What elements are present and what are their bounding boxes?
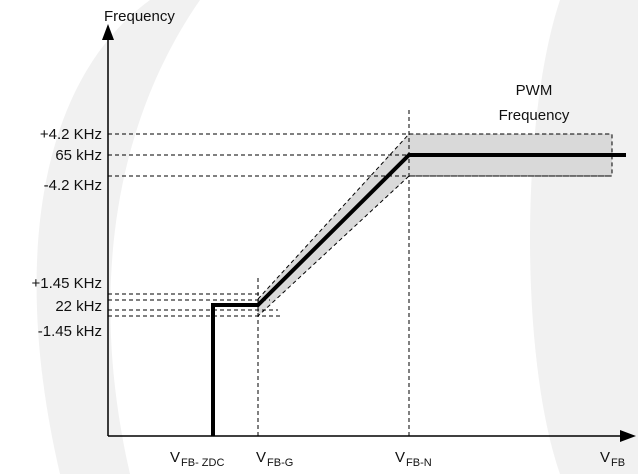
- ytick-minus-4-2: -4.2 KHz: [44, 177, 102, 194]
- vertical-guides: [257, 110, 410, 436]
- ytick-plus-4-2: +4.2 KHz: [40, 126, 102, 143]
- y-axis-arrow-icon: [102, 24, 114, 40]
- xtick-vfb-n: VFB-N: [395, 449, 432, 469]
- y-axis-title: Frequency: [104, 8, 175, 25]
- xtick-vfb-zdc-sub: FB- ZDC: [181, 457, 224, 469]
- xtick-vfb-zdc-main: V: [170, 449, 180, 466]
- xtick-vfb-g-main: V: [256, 449, 266, 466]
- pwm-label-line1: PWM: [516, 82, 553, 99]
- watermark-shape-left: [36, 0, 200, 474]
- x-axis-title: VFB: [600, 449, 625, 469]
- horizontal-guides: [108, 133, 612, 317]
- watermark-shape-right: [530, 0, 638, 474]
- x-axis-title-main: V: [600, 449, 610, 466]
- pwm-label-line2: Frequency: [499, 107, 570, 124]
- background-watermark: [36, 0, 638, 474]
- ytick-minus-1-45: -1.45 kHz: [38, 323, 102, 340]
- frequency-curve: [211, 153, 626, 436]
- xtick-vfb-n-main: V: [395, 449, 405, 466]
- xtick-vfb-zdc: VFB- ZDC: [170, 449, 224, 469]
- ytick-plus-1-45: +1.45 KHz: [32, 275, 102, 292]
- xtick-vfb-g-sub: FB-G: [267, 457, 293, 469]
- ytick-65: 65 kHz: [55, 147, 102, 164]
- xtick-vfb-g: VFB-G: [256, 449, 293, 469]
- x-axis-title-sub: FB: [611, 457, 625, 469]
- axes: [102, 24, 636, 442]
- xtick-vfb-n-sub: FB-N: [406, 457, 432, 469]
- x-axis-arrow-icon: [620, 430, 636, 442]
- ytick-22: 22 kHz: [55, 298, 102, 315]
